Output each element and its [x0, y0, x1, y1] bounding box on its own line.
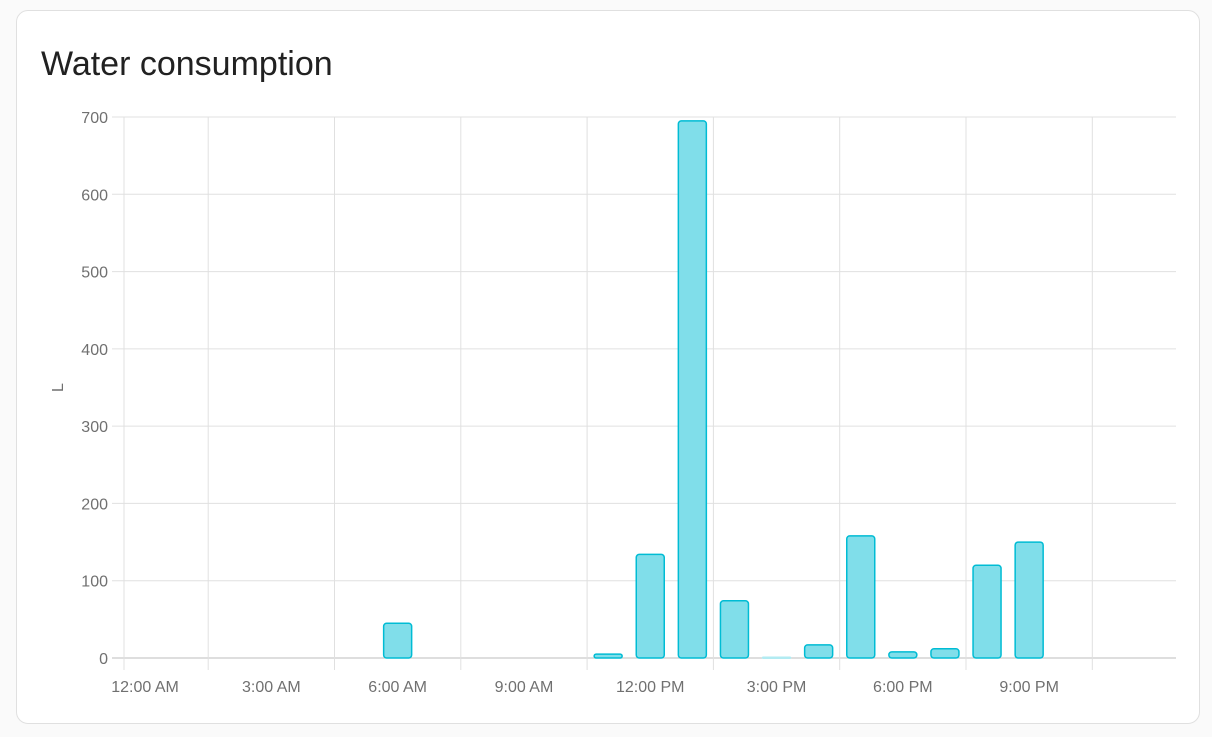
y-tick-label: 0: [99, 651, 108, 668]
bar: [593, 653, 623, 659]
x-tick-label: 3:00 PM: [747, 679, 807, 696]
x-tick-label: 9:00 PM: [999, 679, 1059, 696]
bar: [846, 535, 876, 659]
x-tick-label: 6:00 PM: [873, 679, 933, 696]
y-tick-label: 100: [81, 574, 108, 591]
y-tick-label: 500: [81, 265, 108, 282]
bar: [972, 564, 1002, 659]
card-title: Water consumption: [41, 45, 333, 83]
x-tick-label: 6:00 AM: [368, 679, 427, 696]
y-axis-label: L: [50, 383, 67, 392]
x-tick-label: 12:00 PM: [616, 679, 684, 696]
y-tick-label: 700: [81, 110, 108, 127]
y-tick-label: 600: [81, 187, 108, 204]
bar: [677, 120, 708, 659]
bar: [1014, 541, 1044, 659]
chart-card: Water consumption: [16, 10, 1200, 724]
bar: [930, 647, 960, 659]
y-tick-label: 300: [81, 419, 108, 436]
y-tick-label: 400: [81, 342, 108, 359]
bar: [382, 622, 413, 659]
x-tick-label: 12:00 AM: [111, 679, 179, 696]
bar: [635, 553, 665, 659]
x-tick-label: 3:00 AM: [242, 679, 301, 696]
y-tick-label: 200: [81, 496, 108, 513]
x-tick-label: 9:00 AM: [495, 679, 554, 696]
bar: [761, 656, 792, 659]
bar: [719, 600, 750, 659]
bar: [803, 644, 834, 659]
bar: [888, 651, 918, 659]
